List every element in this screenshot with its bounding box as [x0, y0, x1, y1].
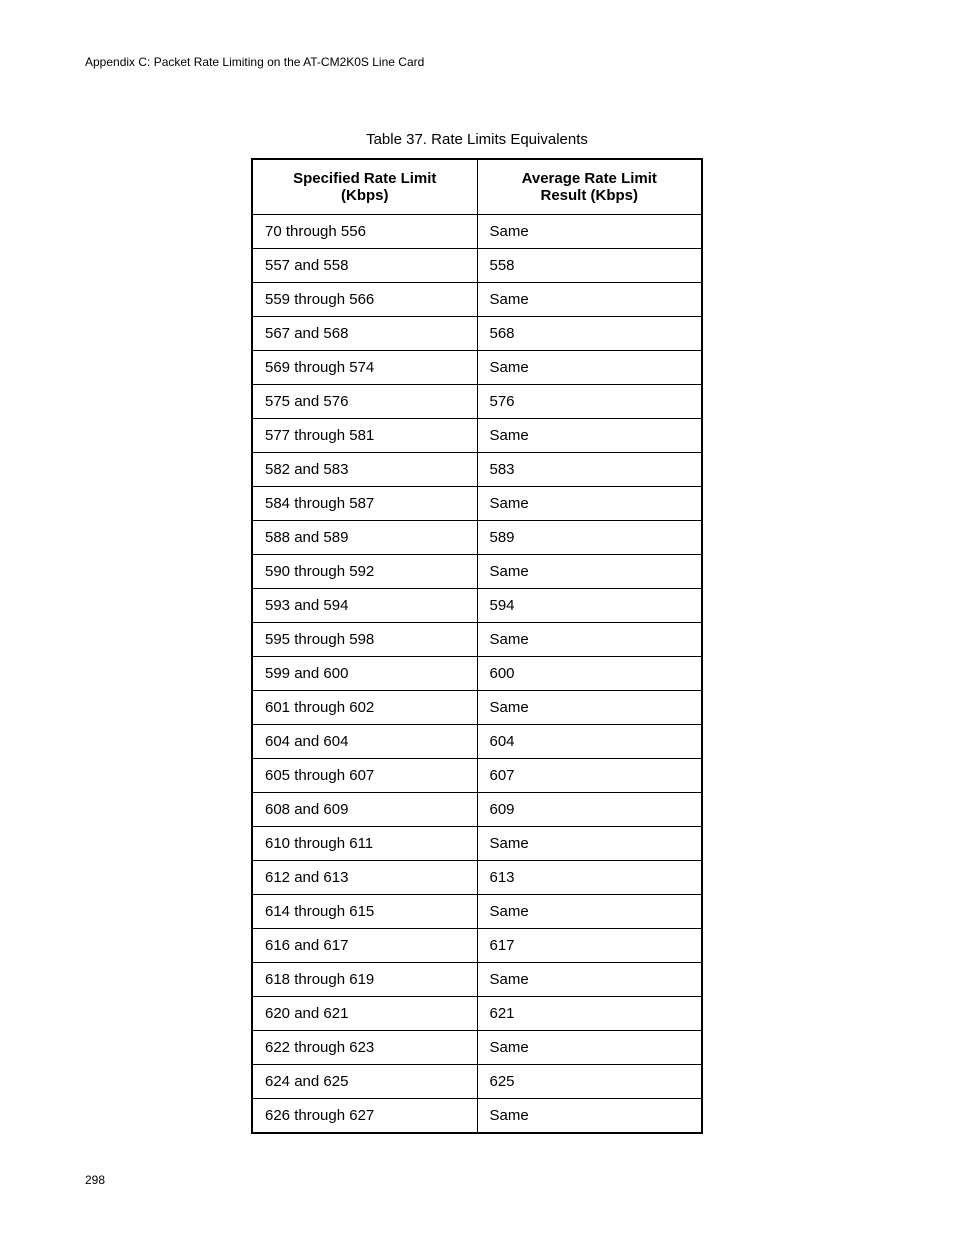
column-header-specified: Specified Rate Limit (Kbps)	[252, 159, 477, 215]
table-row: 557 and 558558	[252, 249, 702, 283]
cell-average-rate: 600	[477, 657, 702, 691]
header-line2: Result (Kbps)	[541, 187, 639, 204]
table-row: 604 and 604604	[252, 725, 702, 759]
table-row: 605 through 607607	[252, 759, 702, 793]
cell-average-rate: Same	[477, 691, 702, 725]
table-row: 70 through 556Same	[252, 215, 702, 249]
cell-average-rate: 621	[477, 997, 702, 1031]
column-header-average: Average Rate Limit Result (Kbps)	[477, 159, 702, 215]
cell-specified-rate: 612 and 613	[252, 861, 477, 895]
cell-specified-rate: 622 through 623	[252, 1031, 477, 1065]
table-row: 595 through 598Same	[252, 623, 702, 657]
table-row: 612 and 613613	[252, 861, 702, 895]
cell-average-rate: Same	[477, 963, 702, 997]
table-row: 622 through 623Same	[252, 1031, 702, 1065]
table-body: 70 through 556Same557 and 558558559 thro…	[252, 215, 702, 1134]
cell-average-rate: 568	[477, 317, 702, 351]
cell-average-rate: Same	[477, 623, 702, 657]
cell-specified-rate: 610 through 611	[252, 827, 477, 861]
header-line1: Specified Rate Limit	[293, 170, 436, 187]
cell-specified-rate: 618 through 619	[252, 963, 477, 997]
cell-average-rate: Same	[477, 419, 702, 453]
cell-average-rate: 594	[477, 589, 702, 623]
cell-average-rate: Same	[477, 827, 702, 861]
cell-average-rate: 576	[477, 385, 702, 419]
table-row: 616 and 617617	[252, 929, 702, 963]
table-row: 567 and 568568	[252, 317, 702, 351]
cell-average-rate: 583	[477, 453, 702, 487]
cell-specified-rate: 605 through 607	[252, 759, 477, 793]
cell-specified-rate: 616 and 617	[252, 929, 477, 963]
appendix-header: Appendix C: Packet Rate Limiting on the …	[85, 55, 869, 69]
table-row: 618 through 619Same	[252, 963, 702, 997]
table-row: 610 through 611Same	[252, 827, 702, 861]
cell-average-rate: 613	[477, 861, 702, 895]
table-row: 584 through 587Same	[252, 487, 702, 521]
cell-average-rate: Same	[477, 1099, 702, 1134]
cell-average-rate: 604	[477, 725, 702, 759]
header-line2: (Kbps)	[341, 187, 389, 204]
cell-specified-rate: 614 through 615	[252, 895, 477, 929]
table-caption: Table 37. Rate Limits Equivalents	[85, 131, 869, 148]
cell-specified-rate: 557 and 558	[252, 249, 477, 283]
table-row: 569 through 574Same	[252, 351, 702, 385]
cell-specified-rate: 595 through 598	[252, 623, 477, 657]
table-row: 577 through 581Same	[252, 419, 702, 453]
cell-specified-rate: 575 and 576	[252, 385, 477, 419]
cell-average-rate: 625	[477, 1065, 702, 1099]
cell-average-rate: Same	[477, 283, 702, 317]
cell-specified-rate: 70 through 556	[252, 215, 477, 249]
table-row: 582 and 583583	[252, 453, 702, 487]
table-row: 624 and 625625	[252, 1065, 702, 1099]
table-row: 593 and 594594	[252, 589, 702, 623]
header-line1: Average Rate Limit	[522, 170, 657, 187]
rate-limits-table: Specified Rate Limit (Kbps) Average Rate…	[251, 158, 703, 1134]
cell-average-rate: 589	[477, 521, 702, 555]
cell-specified-rate: 577 through 581	[252, 419, 477, 453]
cell-specified-rate: 584 through 587	[252, 487, 477, 521]
cell-average-rate: 609	[477, 793, 702, 827]
cell-specified-rate: 604 and 604	[252, 725, 477, 759]
table-row: 608 and 609609	[252, 793, 702, 827]
table-row: 599 and 600600	[252, 657, 702, 691]
cell-specified-rate: 590 through 592	[252, 555, 477, 589]
cell-specified-rate: 593 and 594	[252, 589, 477, 623]
cell-specified-rate: 601 through 602	[252, 691, 477, 725]
cell-average-rate: 558	[477, 249, 702, 283]
page-number: 298	[85, 1173, 105, 1187]
cell-average-rate: Same	[477, 1031, 702, 1065]
table-row: 559 through 566Same	[252, 283, 702, 317]
cell-average-rate: 607	[477, 759, 702, 793]
cell-specified-rate: 608 and 609	[252, 793, 477, 827]
table-row: 575 and 576576	[252, 385, 702, 419]
cell-specified-rate: 588 and 589	[252, 521, 477, 555]
cell-specified-rate: 624 and 625	[252, 1065, 477, 1099]
table-row: 614 through 615Same	[252, 895, 702, 929]
table-header-row: Specified Rate Limit (Kbps) Average Rate…	[252, 159, 702, 215]
cell-average-rate: Same	[477, 555, 702, 589]
cell-average-rate: Same	[477, 351, 702, 385]
cell-specified-rate: 582 and 583	[252, 453, 477, 487]
cell-specified-rate: 567 and 568	[252, 317, 477, 351]
cell-specified-rate: 569 through 574	[252, 351, 477, 385]
table-row: 601 through 602Same	[252, 691, 702, 725]
cell-average-rate: Same	[477, 215, 702, 249]
cell-average-rate: Same	[477, 487, 702, 521]
cell-average-rate: 617	[477, 929, 702, 963]
cell-specified-rate: 599 and 600	[252, 657, 477, 691]
table-row: 590 through 592Same	[252, 555, 702, 589]
cell-specified-rate: 559 through 566	[252, 283, 477, 317]
table-row: 620 and 621621	[252, 997, 702, 1031]
table-row: 588 and 589589	[252, 521, 702, 555]
cell-specified-rate: 626 through 627	[252, 1099, 477, 1134]
cell-average-rate: Same	[477, 895, 702, 929]
cell-specified-rate: 620 and 621	[252, 997, 477, 1031]
table-row: 626 through 627Same	[252, 1099, 702, 1134]
